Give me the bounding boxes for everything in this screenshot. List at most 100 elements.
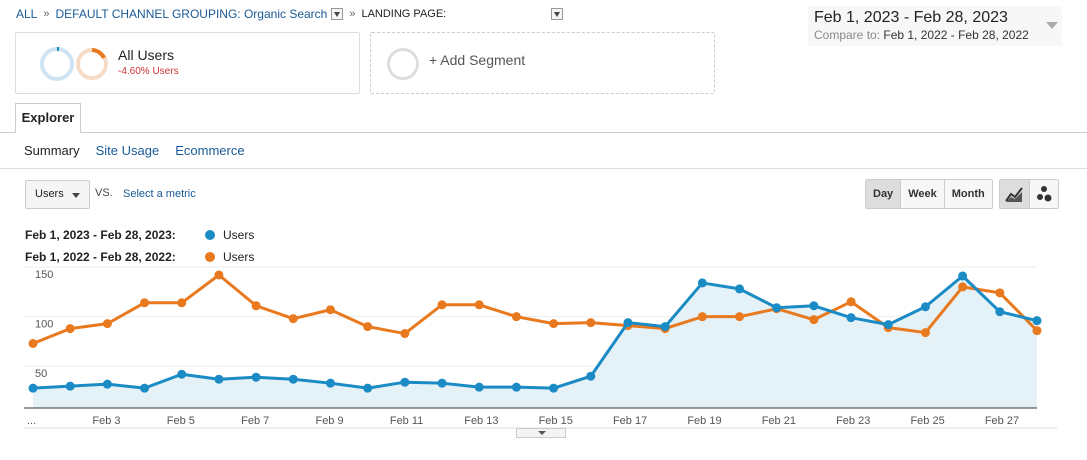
previous-point (177, 298, 187, 308)
section-divider (0, 168, 1087, 169)
current-point (549, 383, 559, 393)
date-range-compare: Compare to: Feb 1, 2022 - Feb 28, 2022 (814, 28, 1029, 42)
current-point (251, 372, 261, 382)
previous-point (735, 312, 745, 322)
period-day-button[interactable]: Day (866, 180, 901, 208)
previous-point (809, 315, 819, 325)
current-point (177, 369, 187, 379)
date-range-main: Feb 1, 2023 - Feb 28, 2023 (814, 9, 1008, 26)
period-month-button[interactable]: Month (943, 180, 992, 208)
previous-point (363, 322, 373, 332)
current-point (697, 278, 707, 288)
legend-previous-dot (205, 252, 215, 262)
line-chart-button[interactable] (1000, 180, 1029, 208)
current-point (660, 322, 670, 332)
previous-point (846, 297, 856, 307)
y-tick-label: 150 (35, 269, 53, 281)
period-week-button[interactable]: Week (900, 180, 944, 208)
breadcrumb-separator: » (349, 8, 356, 20)
x-tick-label: Feb 25 (910, 415, 944, 427)
compare-range: Feb 1, 2022 - Feb 28, 2022 (883, 28, 1029, 42)
current-point (214, 374, 224, 384)
empty-segment-icon (387, 48, 419, 80)
current-point (288, 374, 298, 384)
legend-current-dot (205, 230, 215, 240)
previous-point (214, 270, 224, 280)
current-donut-icon (40, 47, 74, 81)
subnav-summary[interactable]: Summary (24, 143, 80, 158)
breadcrumb-separator: » (43, 8, 50, 20)
landing-dropdown-icon[interactable] (551, 8, 564, 20)
x-tick-label: Feb 27 (985, 415, 1019, 427)
current-point (363, 383, 373, 393)
previous-donut-arc (91, 48, 106, 60)
previous-point (586, 318, 596, 328)
motion-chart-icon (1037, 186, 1052, 202)
x-tick-label: Feb 9 (315, 415, 343, 427)
line-chart-icon (1005, 187, 1023, 202)
x-tick-label: Feb 11 (390, 415, 423, 427)
current-point (809, 301, 819, 311)
current-point (325, 378, 335, 388)
previous-point (28, 338, 38, 348)
x-tick-label: Feb 13 (464, 415, 498, 427)
chart-expand-handle[interactable] (516, 428, 566, 438)
add-segment-button[interactable]: + Add Segment (370, 32, 715, 94)
x-tick-label: Feb 5 (167, 415, 195, 427)
grouping-dropdown-icon[interactable] (331, 8, 344, 20)
previous-point (697, 312, 707, 322)
add-segment-label: + Add Segment (429, 52, 526, 68)
current-point (140, 383, 150, 393)
current-point (65, 381, 75, 391)
period-toggle: Day Week Month (865, 179, 993, 209)
subnav-site-usage[interactable]: Site Usage (95, 143, 160, 158)
previous-point (65, 324, 75, 334)
current-point (437, 378, 447, 388)
current-point (958, 271, 968, 281)
tab-divider (0, 132, 1087, 133)
x-tick-label: Feb 17 (613, 415, 647, 427)
previous-point (140, 298, 150, 308)
date-range-picker[interactable]: Feb 1, 2023 - Feb 28, 2023 Compare to: F… (808, 6, 1062, 46)
breadcrumb-grouping-link[interactable]: DEFAULT CHANNEL GROUPING: Organic Search (55, 7, 328, 21)
previous-point (920, 328, 930, 338)
metric-selector[interactable]: Users (25, 180, 90, 209)
previous-point (251, 301, 261, 311)
x-tick-label: ... (27, 415, 36, 427)
previous-point (549, 319, 559, 329)
current-point (623, 318, 633, 328)
previous-point (102, 319, 112, 329)
legend-current-metric: Users (223, 228, 255, 242)
previous-series-line (32, 273, 1039, 345)
previous-point (995, 288, 1005, 298)
explorer-subnav: Summary Site Usage Ecommerce (24, 143, 245, 158)
current-point (28, 383, 38, 393)
breadcrumb-all-link[interactable]: ALL (16, 7, 38, 21)
segment-all-users[interactable]: All Users -4.60% Users (15, 32, 360, 94)
tab-explorer[interactable]: Explorer (15, 103, 81, 133)
current-point (846, 313, 856, 323)
current-point (735, 284, 745, 294)
motion-chart-button[interactable] (1029, 180, 1058, 208)
x-tick-label: Feb 23 (836, 415, 870, 427)
x-tick-label: Feb 21 (762, 415, 796, 427)
current-point (474, 382, 484, 392)
subnav-ecommerce[interactable]: Ecommerce (175, 143, 245, 158)
y-tick-label: 100 (35, 319, 53, 331)
previous-point (511, 312, 521, 322)
x-tick-label: Feb 7 (241, 415, 269, 427)
select-metric-link[interactable]: Select a metric (123, 188, 196, 200)
previous-point (437, 300, 447, 310)
chart-type-toggle (999, 179, 1059, 209)
current-point (920, 302, 930, 312)
current-point (883, 320, 893, 330)
segment-change: -4.60% Users (118, 66, 179, 77)
current-point (1032, 316, 1042, 326)
chevron-down-icon (1046, 22, 1058, 29)
previous-point (474, 300, 484, 310)
previous-point (400, 329, 410, 339)
current-series-line (32, 274, 1038, 390)
y-tick-label: 50 (35, 368, 47, 380)
breadcrumb-landing-label: LANDING PAGE: (361, 8, 447, 20)
current-point (586, 371, 596, 381)
